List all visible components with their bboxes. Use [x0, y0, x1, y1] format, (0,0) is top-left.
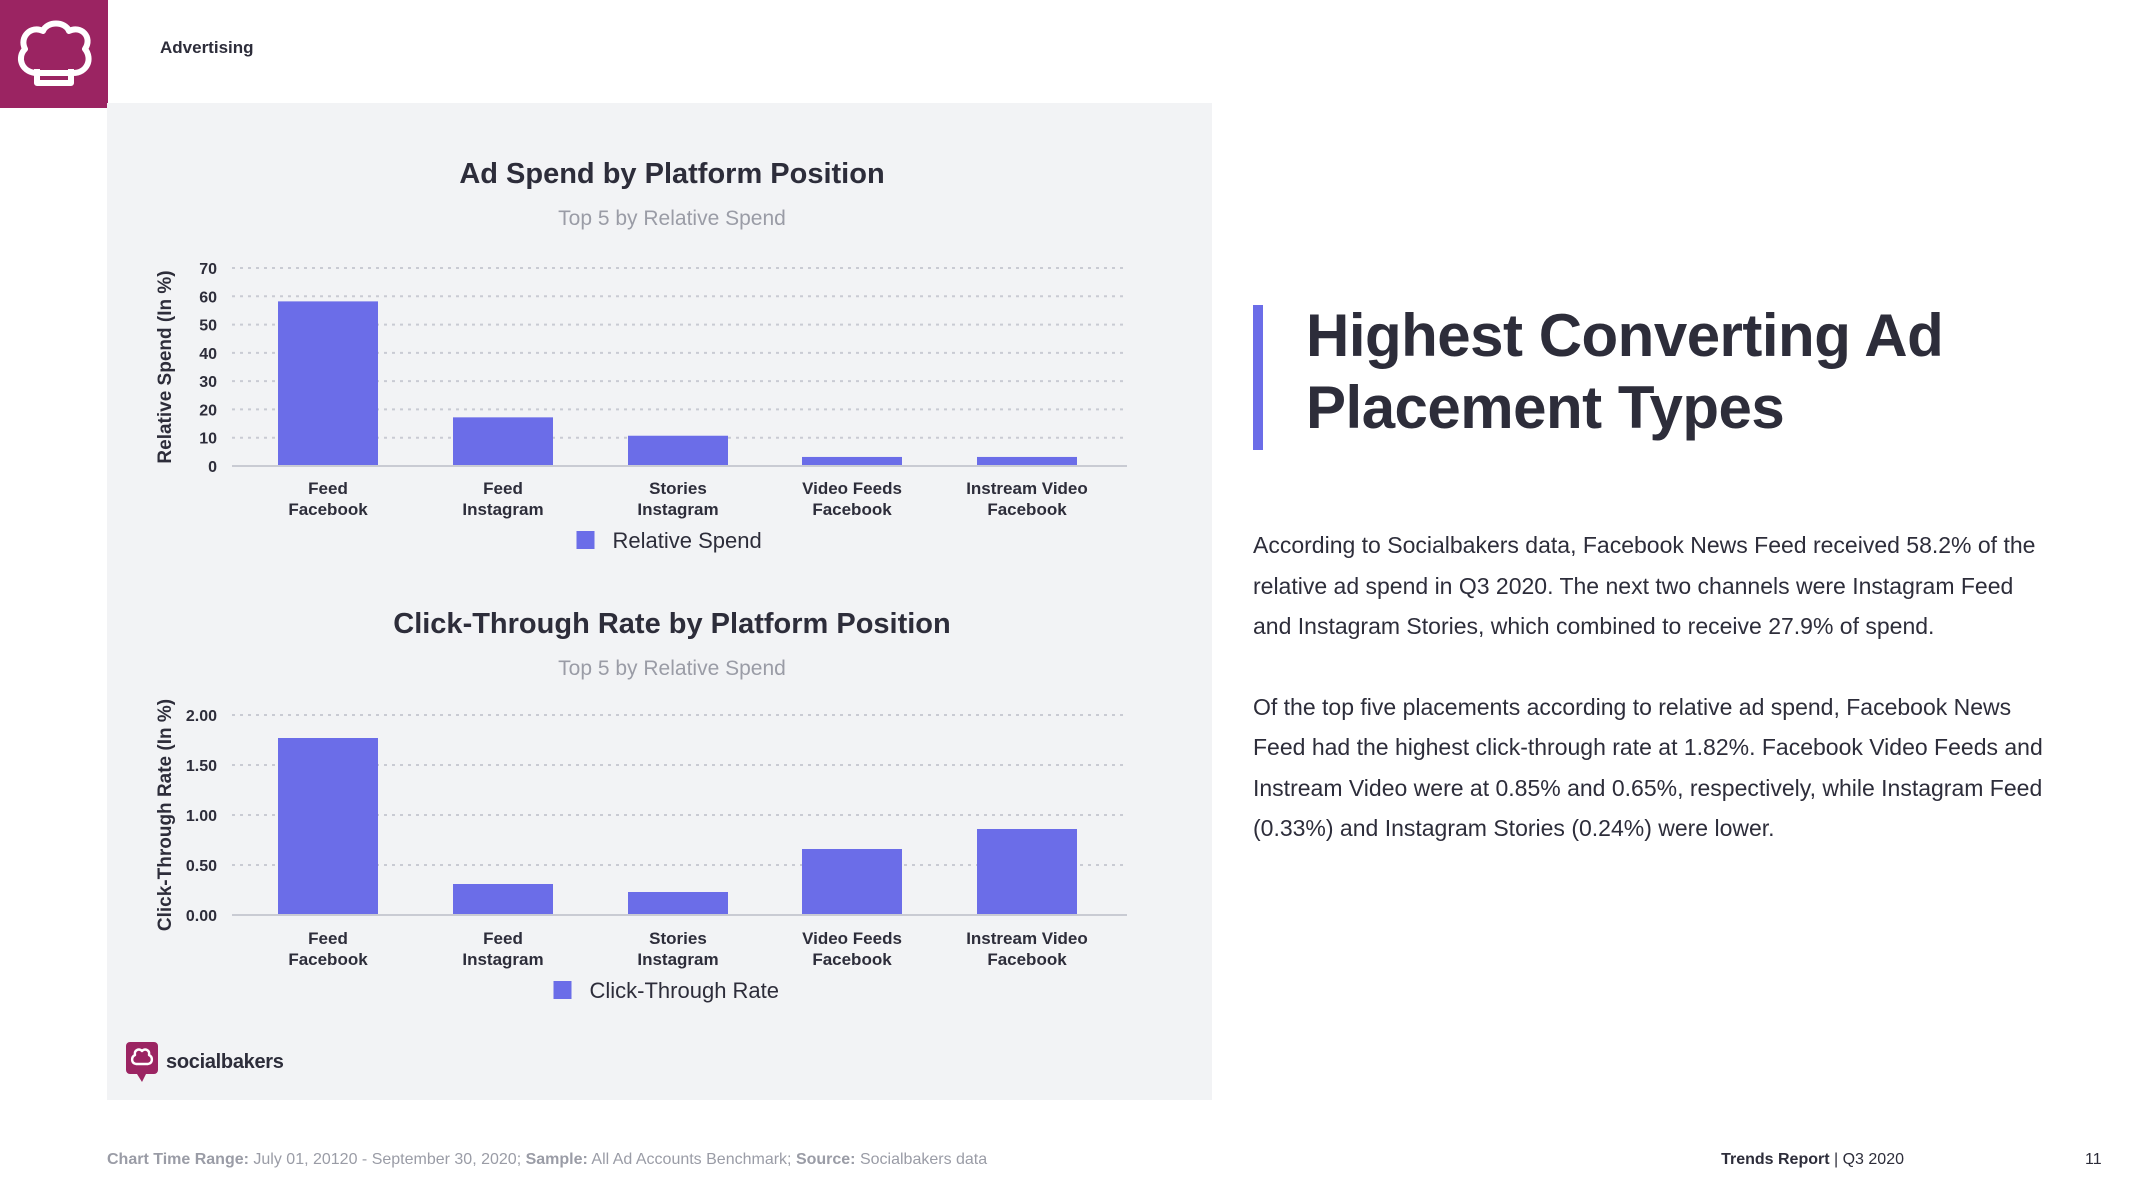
y-tick-label: 2.00: [186, 708, 217, 725]
bar: [802, 849, 902, 915]
x-tick-label: Video Feeds: [802, 479, 902, 498]
y-tick-label: 10: [199, 431, 217, 448]
x-tick-label: Stories: [649, 479, 707, 498]
y-tick-label: 20: [199, 402, 217, 419]
y-tick-label: 30: [199, 374, 217, 391]
x-tick-label: Feed: [308, 479, 348, 498]
x-tick-label: Video Feeds: [802, 929, 902, 948]
charts-canvas: Ad Spend by Platform Position Top 5 by Re…: [155, 158, 1127, 1003]
x-tick-label: Facebook: [987, 500, 1067, 519]
report-period: | Q3 2020: [1829, 1151, 1904, 1168]
bar: [628, 435, 728, 466]
y-axis-label: Relative Spend (In %): [155, 270, 176, 463]
brand-name: socialbakers: [166, 1050, 284, 1073]
bar: [453, 884, 553, 915]
y-tick-label: 60: [199, 289, 217, 306]
article-body: According to Socialbakers data, Facebook…: [1253, 525, 2053, 889]
source-label: Source:: [795, 1151, 856, 1168]
sample-value: All Ad Accounts Benchmark;: [587, 1151, 796, 1168]
y-tick-label: 50: [199, 318, 217, 335]
brand-footer: socialbakers: [126, 1042, 284, 1082]
report-title: Trends Report: [1721, 1151, 1830, 1168]
bar: [977, 456, 1077, 466]
y-tick-label: 70: [199, 261, 217, 278]
x-tick-label: Facebook: [288, 950, 368, 969]
chart-subtitle: Top 5 by Relative Spend: [558, 657, 786, 680]
x-tick-label: Instagram: [637, 950, 718, 969]
bar: [278, 738, 378, 915]
section-label: Advertising: [160, 38, 254, 57]
y-tick-label: 40: [199, 346, 217, 363]
report-label: Trends Report | Q3 2020: [1721, 1151, 1904, 1169]
chart-title: Click-Through Rate by Platform Position: [393, 608, 951, 640]
headline-line-2: Placement Types: [1306, 374, 1785, 441]
chef-hat-icon: [17, 20, 92, 86]
x-tick-label: Instagram: [637, 500, 718, 519]
x-tick-label: Instream Video: [966, 929, 1088, 948]
y-tick-label: 1.00: [186, 808, 217, 825]
y-tick-label: 1.50: [186, 758, 217, 775]
brand-logo: [0, 0, 108, 108]
sample-label: Sample:: [525, 1151, 588, 1168]
x-tick-label: Stories: [649, 929, 707, 948]
legend-label: Click-Through Rate: [590, 978, 780, 1003]
x-tick-label: Feed: [308, 929, 348, 948]
legend-label: Relative Spend: [613, 528, 762, 553]
bar: [628, 892, 728, 915]
x-tick-label: Instagram: [462, 950, 543, 969]
bar: [802, 456, 902, 466]
x-tick-label: Facebook: [288, 500, 368, 519]
paragraph-1: According to Socialbakers data, Facebook…: [1253, 532, 2036, 639]
legend-swatch: [553, 981, 572, 999]
headline-line-1: Highest Converting Ad: [1306, 302, 1944, 369]
bar: [453, 417, 553, 466]
chart-panel: Ad Spend by Platform Position Top 5 by Re…: [107, 103, 1212, 1100]
y-axis-label: Click-Through Rate (In %): [155, 699, 176, 931]
x-tick-label: Feed: [483, 929, 523, 948]
bar: [278, 301, 378, 466]
page-number: 11: [2085, 1151, 2102, 1168]
x-tick-label: Instream Video: [966, 479, 1088, 498]
paragraph-2: Of the top five placements according to …: [1253, 693, 2043, 842]
bar: [977, 829, 1077, 915]
legend-swatch: [576, 531, 595, 549]
chart-title: Ad Spend by Platform Position: [459, 158, 884, 190]
range-label: Chart Time Range:: [107, 1151, 249, 1168]
range-value: July 01, 20120 - September 30, 2020;: [248, 1151, 526, 1168]
x-tick-label: Facebook: [987, 950, 1067, 969]
y-tick-label: 0.50: [186, 858, 217, 875]
headline-accent-bar: [1253, 305, 1263, 450]
x-tick-label: Feed: [483, 479, 523, 498]
x-tick-label: Facebook: [812, 500, 892, 519]
page-headline: Highest Converting Ad Placement Types: [1306, 300, 2066, 444]
source-value: Socialbakers data: [855, 1151, 988, 1168]
x-tick-label: Facebook: [812, 950, 892, 969]
y-tick-label: 0.00: [186, 908, 217, 925]
chart-source-note: Chart Time Range: July 01, 20120 - Septe…: [107, 1151, 987, 1169]
x-tick-label: Instagram: [462, 500, 543, 519]
y-tick-label: 0: [208, 459, 217, 476]
socialbakers-logo-icon: [126, 1042, 158, 1082]
chart-subtitle: Top 5 by Relative Spend: [558, 207, 786, 230]
